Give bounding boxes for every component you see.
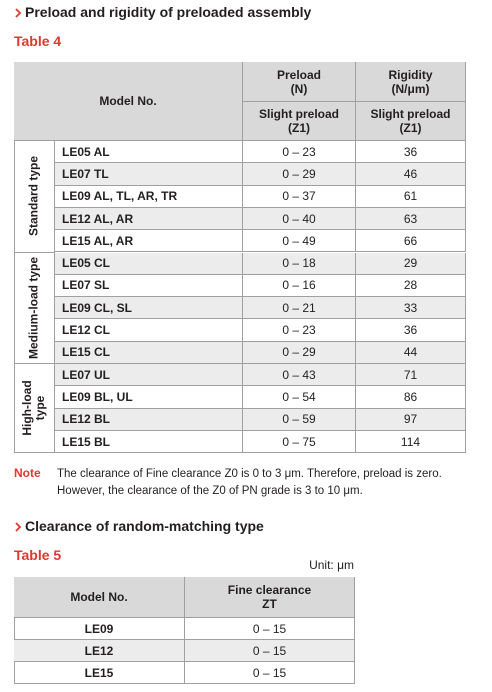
preload-cell: 0 – 18 <box>243 252 356 275</box>
rigidity-cell: 71 <box>356 364 466 387</box>
rigidity-cell: 44 <box>356 341 466 364</box>
preload-cell: 0 – 23 <box>243 319 356 342</box>
preload-cell: 0 – 49 <box>243 230 356 253</box>
rigidity-cell: 29 <box>356 252 466 275</box>
model-cell: LE12 BL <box>55 408 243 431</box>
model-cell: LE09 CL, SL <box>55 297 243 320</box>
cell-text: (Z1) <box>399 121 422 135</box>
preload-cell: 0 – 40 <box>243 207 356 231</box>
table-label: Table 4 <box>14 33 62 49</box>
model-cell: LE15 BL <box>55 430 243 454</box>
group-label: Medium-load type <box>26 256 41 359</box>
section-heading: Clearance of random-matching type <box>25 518 264 534</box>
group-cell: Standard type <box>14 141 55 253</box>
model-cell: LE09 AL, TL, AR, TR <box>55 185 243 208</box>
cell-text: Fine clearance <box>227 583 312 597</box>
cell-text: Rigidity <box>388 67 433 82</box>
rigidity-cell: 114 <box>356 430 466 454</box>
model-cell: LE15 AL, AR <box>55 230 243 253</box>
rigidity-cell: 36 <box>356 141 466 164</box>
model-cell: LE12 CL <box>55 319 243 342</box>
cell-text: ZT <box>262 597 277 611</box>
model-cell: LE07 UL <box>55 364 243 387</box>
group-label: Standard type <box>26 156 41 237</box>
note-line: The clearance of Fine clearance Z0 is 0 … <box>57 468 442 480</box>
cell-text: Preload <box>276 67 321 82</box>
header-cell: Fine clearance ZT <box>185 577 355 618</box>
header-cell: Slight preload (Z1) <box>243 102 356 141</box>
rigidity-cell: 86 <box>356 386 466 409</box>
header-cell: Model No. <box>14 62 243 141</box>
preload-cell: 0 – 29 <box>243 163 356 186</box>
model-cell: LE09 BL, UL <box>55 386 243 409</box>
chevron-icon <box>15 522 22 532</box>
rigidity-cell: 63 <box>356 207 466 231</box>
cell-text: type <box>33 395 47 421</box>
model-cell: LE12 <box>14 640 185 662</box>
preload-cell: 0 – 21 <box>243 297 356 320</box>
preload-cell: 0 – 75 <box>243 430 356 454</box>
model-cell: LE15 <box>14 662 185 684</box>
rigidity-cell: 28 <box>356 274 466 298</box>
chevron-icon <box>15 8 22 18</box>
group-cell: High-load type <box>14 364 55 454</box>
rigidity-cell: 36 <box>356 319 466 342</box>
model-cell: LE05 CL <box>55 252 243 275</box>
section-heading: Preload and rigidity of preloaded assemb… <box>25 4 312 20</box>
model-cell: LE09 <box>14 618 185 640</box>
model-cell: LE07 SL <box>55 274 243 298</box>
rigidity-cell: 97 <box>356 408 466 431</box>
cell-text: Medium-load type <box>26 256 41 359</box>
cell-text: Standard type <box>26 156 41 237</box>
preload-cell: 0 – 16 <box>243 274 356 298</box>
cell-text: (N/μm) <box>391 81 430 96</box>
table-label: Table 5 <box>14 547 62 563</box>
rigidity-cell: 33 <box>356 297 466 320</box>
group-cell: Medium-load type <box>14 252 55 364</box>
model-cell: LE12 AL, AR <box>55 207 243 231</box>
preload-cell: 0 – 23 <box>243 141 356 164</box>
model-cell: LE07 TL <box>55 163 243 186</box>
header-cell: Model No. <box>14 577 185 618</box>
note-label: Note <box>14 466 41 480</box>
header-cell: Preload (N) <box>243 62 356 102</box>
preload-cell: 0 – 54 <box>243 386 356 409</box>
model-cell: LE05 AL <box>55 141 243 164</box>
clearance-cell: 0 – 15 <box>185 662 355 684</box>
rigidity-cell: 46 <box>356 163 466 186</box>
cell-text: Slight preload <box>258 107 339 121</box>
clearance-cell: 0 – 15 <box>185 618 355 640</box>
unit-label: Unit: μm <box>309 558 354 572</box>
header-cell: Slight preload (Z1) <box>356 102 466 141</box>
clearance-cell: 0 – 15 <box>185 640 355 662</box>
cell-text: (Z1) <box>288 121 310 135</box>
cell-text: (N) <box>290 81 308 96</box>
cell-text: Slight preload <box>370 107 451 121</box>
preload-cell: 0 – 59 <box>243 408 356 431</box>
preload-cell: 0 – 29 <box>243 341 356 364</box>
header-cell: Rigidity (N/μm) <box>356 62 466 102</box>
model-cell: LE15 CL <box>55 341 243 364</box>
rigidity-cell: 66 <box>356 230 466 253</box>
note-line: However, the clearance of the Z0 of PN g… <box>57 485 363 497</box>
preload-cell: 0 – 43 <box>243 364 356 387</box>
group-label: High-load type <box>20 380 47 435</box>
rigidity-cell: 61 <box>356 185 466 208</box>
preload-cell: 0 – 37 <box>243 185 356 208</box>
